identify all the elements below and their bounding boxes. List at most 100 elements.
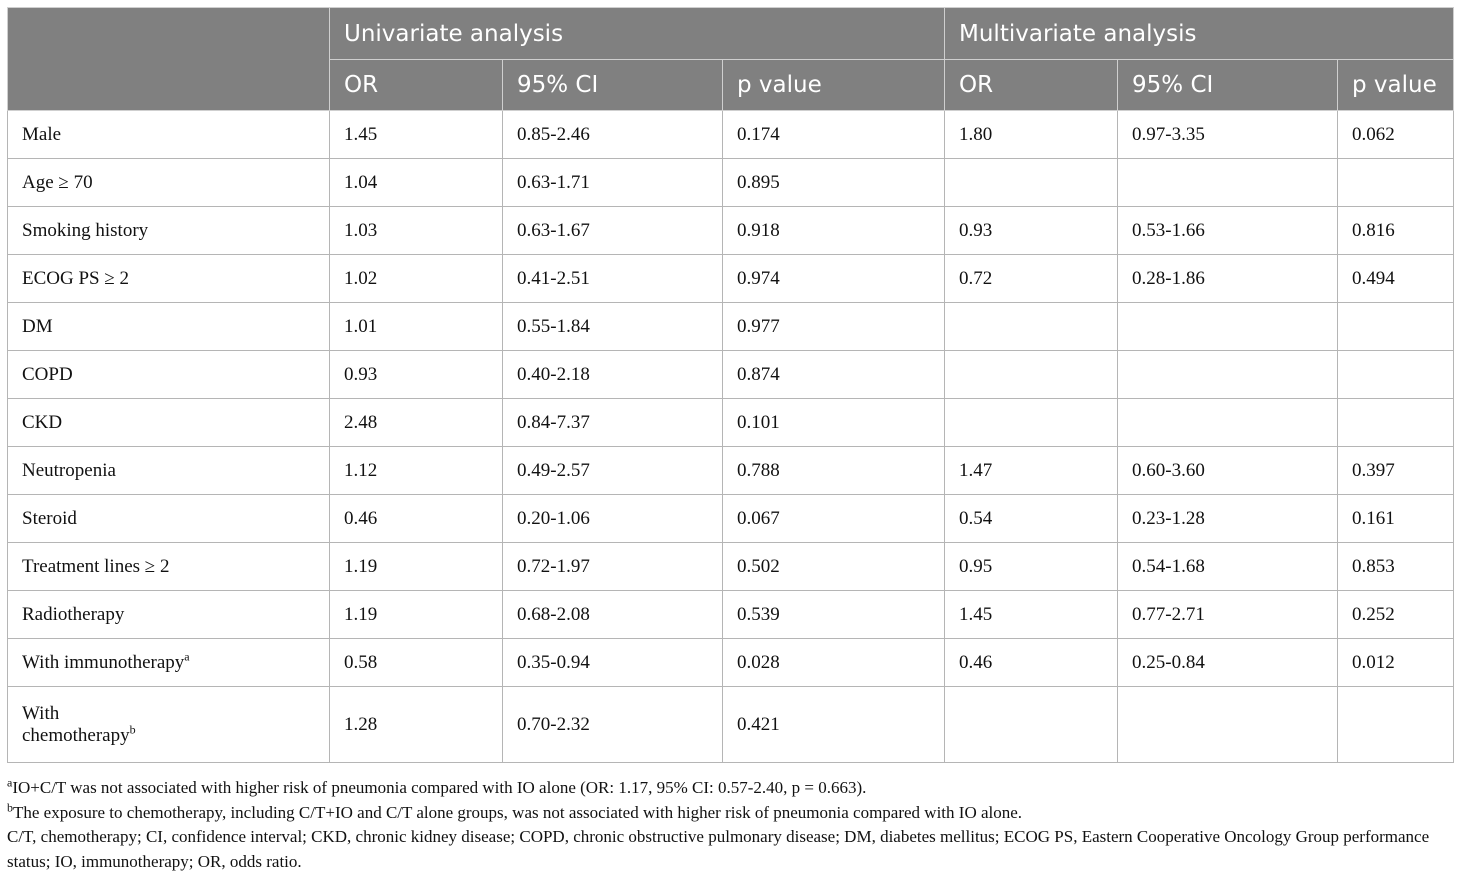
uni-or-cell: 0.93 (329, 350, 503, 399)
table-row: Male 1.45 0.85-2.46 0.174 1.80 0.97-3.35… (7, 110, 1455, 159)
multi-or-cell: 0.72 (944, 254, 1119, 303)
uni-ci-cell: 0.40-2.18 (502, 350, 723, 399)
multi-or-cell: 0.46 (944, 638, 1119, 687)
multi-p-cell (1337, 398, 1455, 447)
header-empty-cell (7, 7, 330, 111)
table-row: With chemotherapyb 1.28 0.70-2.32 0.421 (7, 686, 1455, 763)
uni-ci-cell: 0.49-2.57 (502, 446, 723, 495)
row-label: Steroid (7, 494, 330, 543)
uni-p-cell: 0.174 (721, 110, 946, 159)
uni-ci-cell: 0.68-2.08 (502, 590, 723, 639)
uni-or-cell: 1.19 (329, 542, 503, 591)
header-multi-p-value: p value (1337, 59, 1455, 111)
footnote-text: IO+C/T was not associated with higher ri… (12, 778, 867, 797)
uni-or-cell: 2.48 (329, 398, 503, 447)
multi-or-cell (944, 398, 1119, 447)
multi-p-cell: 0.853 (1337, 542, 1455, 591)
uni-or-cell: 1.45 (329, 110, 503, 159)
table-footnotes: aIO+C/T was not associated with higher r… (7, 776, 1453, 874)
multi-ci-cell (1117, 302, 1339, 351)
uni-ci-cell: 0.85-2.46 (502, 110, 723, 159)
uni-or-cell: 1.04 (329, 158, 503, 207)
header-uni-p-value: p value (721, 59, 946, 111)
uni-p-cell: 0.974 (721, 254, 946, 303)
table-header: Univariate analysis Multivariate analysi… (7, 7, 1455, 111)
multi-ci-cell: 0.60-3.60 (1117, 446, 1339, 495)
multi-ci-cell: 0.54-1.68 (1117, 542, 1339, 591)
multi-or-cell: 0.54 (944, 494, 1119, 543)
uni-ci-cell: 0.41-2.51 (502, 254, 723, 303)
header-multi-or: OR (944, 59, 1119, 111)
multi-ci-cell: 0.23-1.28 (1117, 494, 1339, 543)
uni-or-cell: 0.58 (329, 638, 503, 687)
row-label: ECOG PS ≥ 2 (7, 254, 330, 303)
results-table: Univariate analysis Multivariate analysi… (7, 7, 1455, 763)
row-label: DM (7, 302, 330, 351)
uni-p-cell: 0.977 (721, 302, 946, 351)
multi-or-cell (944, 350, 1119, 399)
row-label: Neutropenia (7, 446, 330, 495)
footnote-text: C/T, chemotherapy; CI, confidence interv… (7, 827, 1430, 871)
uni-p-cell: 0.539 (721, 590, 946, 639)
table-row: Radiotherapy 1.19 0.68-2.08 0.539 1.45 0… (7, 590, 1455, 639)
uni-p-cell: 0.101 (721, 398, 946, 447)
row-label-text: With immunotherapy (22, 651, 185, 673)
table-row: DM 1.01 0.55-1.84 0.977 (7, 302, 1455, 351)
multi-p-cell (1337, 302, 1455, 351)
multi-ci-cell: 0.25-0.84 (1117, 638, 1339, 687)
multi-p-cell: 0.816 (1337, 206, 1455, 255)
uni-or-cell: 1.01 (329, 302, 503, 351)
uni-or-cell: 0.46 (329, 494, 503, 543)
row-label: Age ≥ 70 (7, 158, 330, 207)
uni-or-cell: 1.28 (329, 686, 503, 763)
header-uni-ci: 95% CI (502, 59, 723, 111)
uni-p-cell: 0.918 (721, 206, 946, 255)
table-row: Age ≥ 70 1.04 0.63-1.71 0.895 (7, 158, 1455, 207)
footnote-mark: a (7, 775, 13, 790)
multi-ci-cell (1117, 686, 1339, 763)
table-row: COPD 0.93 0.40-2.18 0.874 (7, 350, 1455, 399)
multi-ci-cell: 0.77-2.71 (1117, 590, 1339, 639)
uni-or-cell: 1.03 (329, 206, 503, 255)
uni-ci-cell: 0.20-1.06 (502, 494, 723, 543)
uni-or-cell: 1.02 (329, 254, 503, 303)
uni-p-cell: 0.028 (721, 638, 946, 687)
table-body: Male 1.45 0.85-2.46 0.174 1.80 0.97-3.35… (7, 110, 1455, 763)
uni-ci-cell: 0.55-1.84 (502, 302, 723, 351)
table-row: CKD 2.48 0.84-7.37 0.101 (7, 398, 1455, 447)
multi-p-cell: 0.012 (1337, 638, 1455, 687)
multi-or-cell: 1.45 (944, 590, 1119, 639)
multi-p-cell (1337, 350, 1455, 399)
multi-ci-cell: 0.28-1.86 (1117, 254, 1339, 303)
uni-p-cell: 0.874 (721, 350, 946, 399)
table-row: ECOG PS ≥ 2 1.02 0.41-2.51 0.974 0.72 0.… (7, 254, 1455, 303)
row-label: Radiotherapy (7, 590, 330, 639)
multi-or-cell: 0.95 (944, 542, 1119, 591)
row-label: With immunotherapya (7, 638, 330, 687)
table-row: With immunotherapya 0.58 0.35-0.94 0.028… (7, 638, 1455, 687)
multi-ci-cell: 0.53-1.66 (1117, 206, 1339, 255)
table-row: Neutropenia 1.12 0.49-2.57 0.788 1.47 0.… (7, 446, 1455, 495)
table-row: Treatment lines ≥ 2 1.19 0.72-1.97 0.502… (7, 542, 1455, 591)
uni-p-cell: 0.067 (721, 494, 946, 543)
table-row: Steroid 0.46 0.20-1.06 0.067 0.54 0.23-1… (7, 494, 1455, 543)
multi-or-cell (944, 686, 1119, 763)
footnote-marker: b (129, 722, 136, 737)
multi-p-cell: 0.252 (1337, 590, 1455, 639)
header-univariate-analysis: Univariate analysis (328, 7, 946, 60)
header-uni-or: OR (329, 59, 503, 111)
uni-ci-cell: 0.63-1.67 (502, 206, 723, 255)
footnote-a: aIO+C/T was not associated with higher r… (7, 776, 1453, 801)
row-label: Male (7, 110, 330, 159)
uni-or-cell: 1.12 (329, 446, 503, 495)
multi-or-cell: 0.93 (944, 206, 1119, 255)
row-label-line1: With (22, 702, 60, 724)
row-label-line2: chemotherapy (22, 724, 130, 746)
uni-p-cell: 0.895 (721, 158, 946, 207)
uni-p-cell: 0.788 (721, 446, 946, 495)
table-row: Smoking history 1.03 0.63-1.67 0.918 0.9… (7, 206, 1455, 255)
multi-p-cell: 0.494 (1337, 254, 1455, 303)
uni-p-cell: 0.421 (721, 686, 946, 763)
multi-ci-cell (1117, 398, 1339, 447)
footnote-b: bThe exposure to chemotherapy, including… (7, 801, 1453, 826)
